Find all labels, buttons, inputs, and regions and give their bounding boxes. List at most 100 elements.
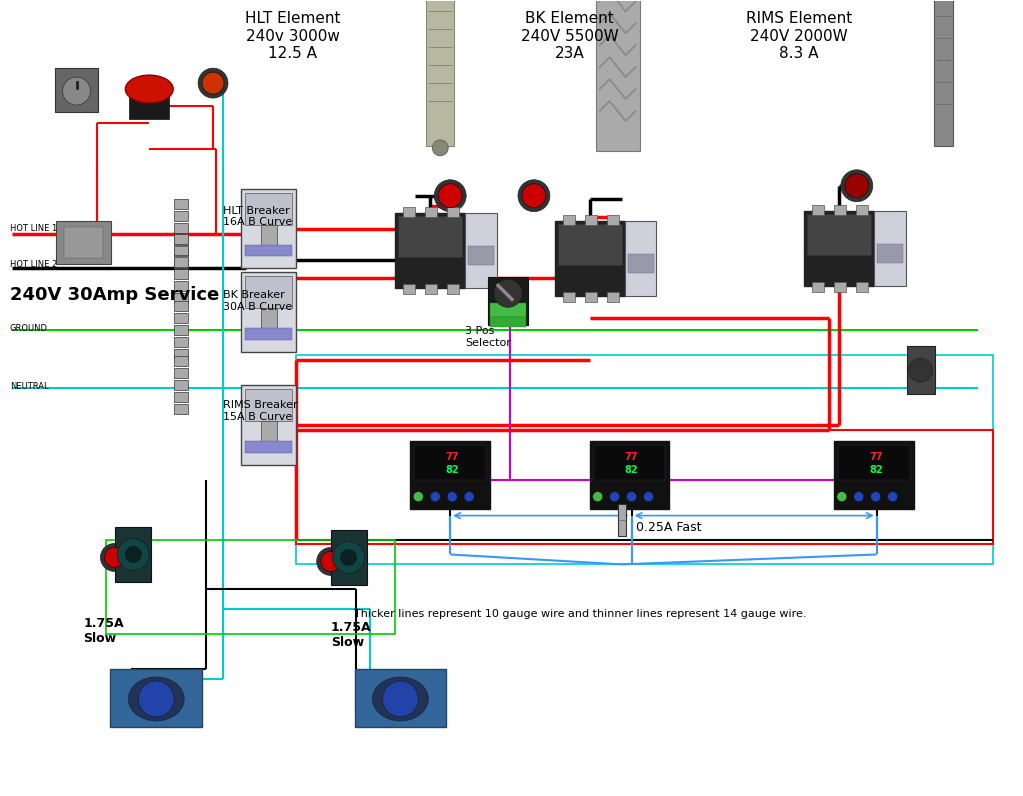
Bar: [447, 207, 459, 217]
Text: RIMS Breaker
15A B Curve: RIMS Breaker 15A B Curve: [223, 400, 298, 422]
Bar: [174, 247, 188, 256]
Bar: [607, 292, 619, 302]
Bar: [490, 318, 526, 327]
Ellipse shape: [372, 677, 429, 721]
Bar: [129, 84, 169, 119]
Bar: [241, 189, 297, 268]
Bar: [246, 193, 293, 224]
Bar: [554, 221, 625, 296]
Bar: [585, 215, 596, 225]
Circle shape: [888, 492, 897, 501]
Bar: [488, 278, 528, 326]
Circle shape: [447, 492, 457, 501]
Circle shape: [522, 184, 546, 208]
Ellipse shape: [128, 677, 184, 721]
Bar: [261, 224, 277, 244]
Bar: [877, 244, 902, 263]
Circle shape: [317, 548, 345, 576]
Bar: [174, 282, 188, 291]
Circle shape: [332, 541, 364, 573]
Text: 77: 77: [625, 452, 638, 462]
Bar: [296, 430, 993, 544]
Bar: [246, 328, 293, 340]
Bar: [174, 349, 188, 359]
Bar: [838, 445, 909, 480]
Bar: [241, 272, 297, 352]
Circle shape: [138, 681, 174, 717]
Circle shape: [908, 358, 933, 382]
Bar: [807, 214, 871, 256]
Circle shape: [341, 549, 357, 565]
Text: HOT LINE 1: HOT LINE 1: [10, 224, 57, 233]
Circle shape: [433, 140, 448, 156]
Bar: [618, 504, 626, 536]
Circle shape: [643, 492, 654, 501]
Bar: [174, 326, 188, 335]
Bar: [834, 441, 914, 509]
Text: GROUND: GROUND: [10, 324, 48, 333]
Text: BK Element
240V 5500W
23A: BK Element 240V 5500W 23A: [521, 11, 619, 61]
Bar: [55, 220, 112, 264]
Bar: [106, 540, 396, 634]
Circle shape: [592, 492, 603, 501]
Circle shape: [438, 184, 462, 208]
Circle shape: [118, 539, 149, 571]
Text: 0.25A Fast: 0.25A Fast: [635, 521, 701, 534]
Bar: [174, 302, 188, 311]
Bar: [63, 227, 103, 259]
Bar: [426, 284, 437, 294]
Circle shape: [518, 180, 550, 212]
Bar: [410, 441, 490, 509]
Bar: [856, 282, 868, 292]
Bar: [174, 404, 188, 414]
Bar: [834, 205, 846, 215]
Bar: [398, 217, 462, 257]
Bar: [427, 0, 454, 146]
Circle shape: [383, 681, 418, 717]
Text: HLT Breaker
16A B Curve: HLT Breaker 16A B Curve: [223, 205, 293, 228]
Bar: [804, 211, 874, 286]
Circle shape: [413, 492, 424, 501]
Bar: [246, 244, 293, 256]
Text: NEUTRAL: NEUTRAL: [10, 381, 48, 391]
Bar: [906, 346, 935, 394]
Circle shape: [871, 492, 881, 501]
Circle shape: [320, 552, 341, 572]
Bar: [625, 221, 657, 296]
Bar: [174, 235, 188, 244]
Circle shape: [104, 548, 125, 568]
Circle shape: [841, 170, 873, 201]
Bar: [174, 338, 188, 347]
Bar: [589, 441, 669, 509]
Bar: [934, 0, 953, 146]
Bar: [246, 441, 293, 453]
Bar: [396, 213, 465, 288]
Text: RIMS Element
240V 2000W
8.3 A: RIMS Element 240V 2000W 8.3 A: [746, 11, 852, 61]
Circle shape: [610, 492, 620, 501]
Bar: [330, 529, 366, 585]
Text: 77: 77: [869, 452, 883, 462]
Bar: [174, 314, 188, 323]
Bar: [856, 205, 868, 215]
Bar: [585, 292, 596, 302]
Circle shape: [203, 72, 224, 94]
Bar: [174, 270, 188, 279]
Bar: [812, 282, 824, 292]
Bar: [627, 253, 654, 274]
Bar: [812, 205, 824, 215]
Text: 77: 77: [445, 452, 459, 462]
Bar: [414, 445, 486, 480]
Text: 240V 30Amp Service: 240V 30Amp Service: [10, 287, 219, 304]
Circle shape: [435, 180, 466, 212]
Bar: [246, 276, 293, 308]
Text: 1.75A
Slow: 1.75A Slow: [84, 617, 124, 646]
Text: HLT Element
240v 3000w
12.5 A: HLT Element 240v 3000w 12.5 A: [246, 11, 341, 61]
Text: 1.75A
Slow: 1.75A Slow: [330, 621, 371, 650]
Bar: [174, 368, 188, 378]
Bar: [174, 392, 188, 402]
Circle shape: [100, 544, 128, 572]
Bar: [174, 259, 188, 268]
Bar: [174, 233, 188, 244]
Text: Thicker lines represent 10 gauge wire and thinner lines represent 14 gauge wire.: Thicker lines represent 10 gauge wire an…: [354, 609, 806, 619]
Bar: [874, 211, 905, 286]
